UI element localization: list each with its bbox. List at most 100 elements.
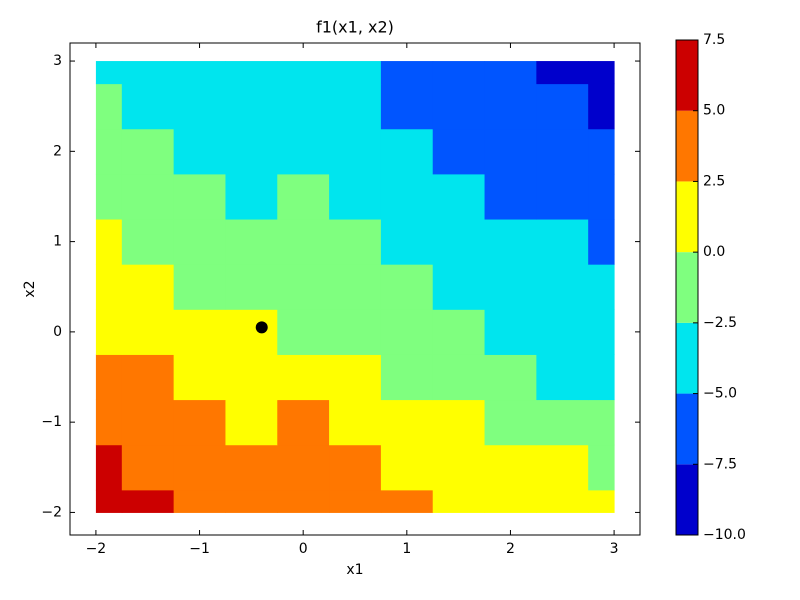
contour-cell	[329, 219, 382, 265]
contour-cell	[225, 173, 278, 220]
colorbar-tick-label: 5.0	[703, 103, 725, 119]
contour-cell	[588, 354, 615, 401]
contour-cell	[95, 219, 123, 265]
contour-cell	[173, 173, 226, 220]
contour-cell	[588, 399, 615, 446]
contour-cell	[121, 354, 175, 401]
contour-cell	[484, 128, 537, 175]
y-tick-label: −2	[41, 504, 62, 520]
contour-cell	[536, 264, 589, 310]
contour-cell	[225, 354, 278, 401]
contour-cell	[432, 354, 486, 401]
contour-cell	[380, 489, 434, 513]
colorbar-segment	[676, 252, 698, 323]
contour-cell	[277, 173, 330, 220]
contour-cell	[484, 309, 537, 355]
contour-cell	[588, 173, 615, 220]
contour-cell	[225, 399, 278, 446]
contour-cell	[329, 354, 382, 401]
contour-cell	[225, 489, 278, 513]
contour-cell	[225, 219, 278, 265]
contour-cell	[484, 444, 537, 491]
contour-cell	[95, 173, 123, 220]
contour-cell	[277, 399, 330, 446]
x-tick-label: 1	[402, 541, 411, 557]
contour-cell	[432, 173, 486, 220]
contour-cell	[173, 219, 226, 265]
contour-cell	[121, 264, 175, 310]
colorbar-segment	[676, 393, 698, 465]
contour-cell	[173, 264, 226, 310]
contour-cell	[121, 83, 175, 130]
contour-cell	[380, 219, 434, 265]
contour-cell	[380, 61, 434, 85]
y-tick-label: 1	[53, 234, 62, 250]
contour-cell	[536, 399, 589, 446]
colorbar-tick-label: −10.0	[703, 527, 746, 543]
contour-cell	[588, 128, 615, 175]
colorbar-segment	[676, 110, 698, 182]
contour-cell	[277, 354, 330, 401]
contour-cell	[432, 489, 486, 513]
contour-cell	[95, 83, 123, 130]
contour-cell	[95, 61, 123, 85]
contour-cell	[225, 309, 278, 355]
contour-cell	[432, 128, 486, 175]
contour-cell	[121, 399, 175, 446]
contour-cell	[277, 489, 330, 513]
contour-cell	[329, 61, 382, 85]
contour-cell	[484, 219, 537, 265]
contour-cell	[380, 173, 434, 220]
x-axis-label: x1	[346, 562, 363, 578]
colorbar-segment	[676, 464, 698, 535]
contour-cell	[536, 354, 589, 401]
contour-cell	[329, 444, 382, 491]
contour-cell	[277, 219, 330, 265]
contour-cell	[225, 264, 278, 310]
contour-cell	[588, 489, 615, 513]
y-axis-label: x2	[22, 280, 38, 297]
contour-cell	[277, 128, 330, 175]
contour-cell	[121, 219, 175, 265]
contour-cell	[588, 219, 615, 265]
colorbar-segment	[676, 181, 698, 253]
contour-cell	[225, 83, 278, 130]
colorbar-segment	[676, 322, 698, 394]
contour-field	[95, 61, 615, 513]
contour-cell	[173, 489, 226, 513]
x-tick-label: 2	[506, 541, 515, 557]
y-tick-label: 3	[53, 53, 62, 69]
contour-cell	[277, 264, 330, 310]
contour-cell	[432, 444, 486, 491]
contour-cell	[95, 489, 123, 513]
contour-cell	[380, 83, 434, 130]
contour-cell	[121, 309, 175, 355]
contour-cell	[536, 309, 589, 355]
contour-cell	[536, 489, 589, 513]
contour-cell	[225, 444, 278, 491]
contour-cell	[121, 128, 175, 175]
contour-cell	[329, 83, 382, 130]
contour-cell	[173, 128, 226, 175]
colorbar-tick-label: 7.5	[703, 32, 725, 48]
contour-cell	[432, 399, 486, 446]
contour-cell	[484, 354, 537, 401]
colorbar-frame	[675, 39, 699, 536]
contour-cell	[277, 309, 330, 355]
colorbar-tick-label: 2.5	[703, 173, 725, 189]
contour-cell	[588, 444, 615, 491]
x-tick-label: −2	[86, 541, 107, 557]
contour-cell	[173, 309, 226, 355]
contour-cell	[95, 399, 123, 446]
contour-cell	[173, 354, 226, 401]
contour-cell	[588, 309, 615, 355]
x-tick-label: −1	[189, 541, 210, 557]
contour-cell	[225, 128, 278, 175]
contour-cell	[277, 444, 330, 491]
contour-cell	[588, 264, 615, 310]
contour-cell	[173, 444, 226, 491]
contour-cell	[95, 128, 123, 175]
contour-cell	[121, 489, 175, 513]
contour-cell	[588, 61, 615, 85]
